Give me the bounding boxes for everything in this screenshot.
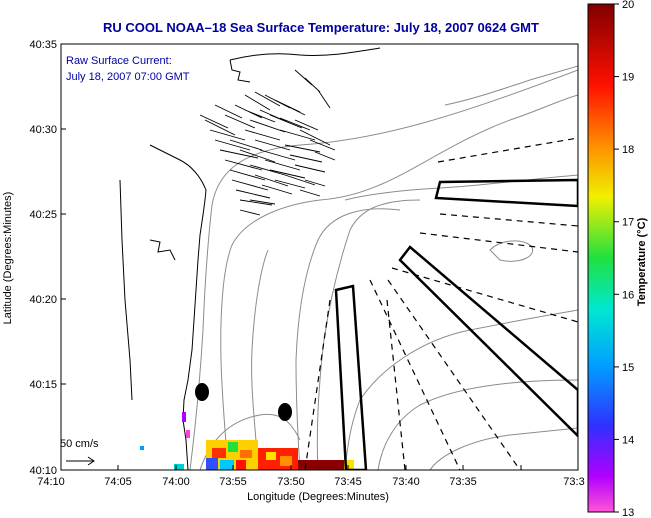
colorbar-tick-label: 16 — [622, 289, 634, 301]
y-tick-label: 40:30 — [29, 124, 57, 136]
y-tick-label: 40:35 — [29, 39, 57, 51]
colorbar-tick-label: 17 — [622, 217, 634, 229]
colorbar: 20 19 18 17 16 15 14 13 Temperature (°C) — [587, 0, 648, 518]
figure-title: RU COOL NOAA–18 Sea Surface Temperature:… — [103, 20, 539, 35]
current-annotation-line2: July 18, 2007 07:00 GMT — [66, 71, 190, 83]
scale-label: 50 cm/s — [60, 438, 99, 450]
colorbar-label: Temperature (°C) — [636, 217, 648, 306]
x-tick-label: 74:00 — [162, 476, 190, 488]
x-tick-label: 74:05 — [104, 476, 132, 488]
colorbar-gradient — [587, 3, 615, 513]
station-marker — [195, 383, 209, 401]
x-tick-label: 73:35 — [449, 476, 477, 488]
radar-boxes — [334, 178, 578, 470]
y-tick-label: 40:25 — [29, 209, 57, 221]
x-tick-label: 73:45 — [334, 476, 362, 488]
colorbar-tick-label: 20 — [622, 0, 634, 11]
x-axis-label: Longitude (Degrees:Minutes) — [247, 491, 389, 503]
y-axis-label: Latitude (Degrees:Minutes) — [2, 192, 14, 325]
station-marker — [278, 403, 292, 421]
x-tick-label: 73:3 — [563, 476, 584, 488]
x-tick-label: 73:40 — [392, 476, 420, 488]
x-axis — [60, 465, 522, 470]
colorbar-tick-label: 14 — [622, 434, 634, 446]
plot-area: Raw Surface Current: July 18, 2007 07:00… — [60, 44, 578, 470]
x-tick-labels: 74:10 74:05 74:00 73:55 73:50 73:45 73:4… — [37, 476, 584, 488]
y-tick-label: 40:10 — [29, 465, 57, 477]
current-annotation-line1: Raw Surface Current: — [66, 55, 172, 67]
plot-frame — [60, 43, 579, 471]
colorbar-tick-label: 19 — [622, 72, 634, 84]
y-tick-label: 40:15 — [29, 379, 57, 391]
current-vectors — [199, 69, 336, 216]
y-axis — [61, 43, 66, 471]
y-tick-labels: 40:35 40:30 40:25 40:20 40:15 40:10 — [29, 39, 57, 477]
x-tick-label: 73:50 — [277, 476, 305, 488]
scale-arrow-icon — [66, 456, 95, 466]
sst-patch — [140, 412, 354, 470]
x-tick-label: 74:10 — [37, 476, 65, 488]
radar-beams — [304, 137, 578, 470]
y-tick-label: 40:20 — [29, 294, 57, 306]
colorbar-tick-label: 18 — [622, 144, 634, 156]
x-tick-label: 73:55 — [219, 476, 247, 488]
colorbar-tick-label: 15 — [622, 362, 634, 374]
colorbar-tick-label: 13 — [622, 507, 634, 518]
